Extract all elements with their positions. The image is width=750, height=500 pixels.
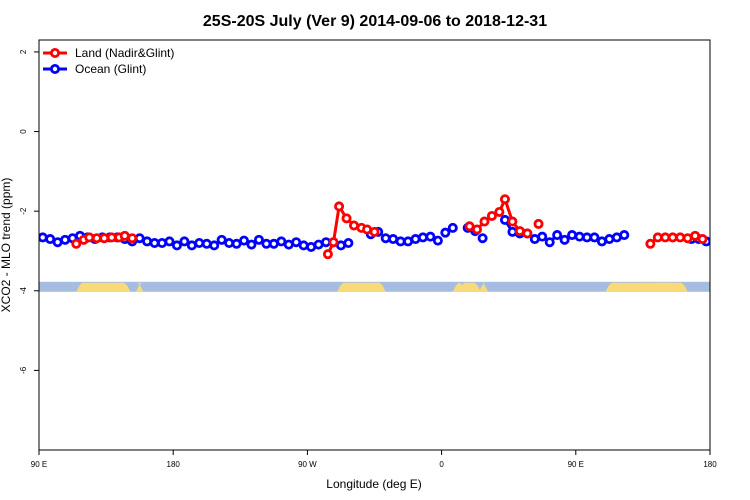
ocean-point <box>343 238 354 249</box>
ocean-point <box>552 230 563 241</box>
ocean-point <box>276 236 287 247</box>
legend: Land (Nadir&Glint) Ocean (Glint) <box>43 46 174 76</box>
ocean-point <box>201 238 212 249</box>
land-point <box>334 201 345 212</box>
land-point <box>486 210 497 221</box>
ocean-point <box>589 232 600 243</box>
land-point <box>479 216 490 227</box>
ocean-point <box>559 234 570 245</box>
land-point <box>499 194 510 205</box>
chart-title: 25S-20S July (Ver 9) 2014-09-06 to 2018-… <box>203 13 547 30</box>
legend-land-label: Land (Nadir&Glint) <box>75 46 174 60</box>
land-point <box>322 249 333 260</box>
legend-land-marker <box>50 48 61 59</box>
land-band-segment <box>76 282 131 292</box>
ocean-point <box>425 231 436 242</box>
land-band-segment <box>458 282 481 292</box>
land-point <box>341 213 352 224</box>
ocean-point <box>298 240 309 251</box>
ocean-point <box>432 235 443 246</box>
ocean-point <box>157 238 168 249</box>
ocean-point <box>179 236 190 247</box>
ocean-point <box>246 239 257 250</box>
ocean-point <box>45 234 56 245</box>
x-tick-label: 180 <box>703 460 717 469</box>
land-point <box>697 234 708 245</box>
land-point <box>127 233 138 244</box>
y-tick-label: -2 <box>19 207 28 215</box>
ocean-point <box>440 227 451 238</box>
y-tick-label: -4 <box>19 287 28 295</box>
land-band-segment <box>135 282 144 292</box>
land-point <box>71 238 82 249</box>
plot-frame <box>38 39 711 451</box>
land-band-segment <box>337 282 386 292</box>
ocean-point <box>447 222 458 233</box>
ocean-point <box>39 232 48 243</box>
legend-item-land: Land (Nadir&Glint) <box>43 46 174 60</box>
land-point <box>328 237 339 248</box>
ocean-point <box>544 237 555 248</box>
x-tick-label: 90 E <box>31 460 47 469</box>
ocean-point <box>718 239 725 246</box>
legend-ocean-label: Ocean (Glint) <box>75 62 146 76</box>
ocean-point <box>604 234 615 245</box>
ocean-point <box>410 234 421 245</box>
land-band-segment <box>478 282 489 292</box>
land-point <box>522 228 533 239</box>
ocean-point <box>171 240 182 251</box>
ocean-point <box>708 238 710 245</box>
x-tick-label: 180 <box>167 460 181 469</box>
legend-ocean-marker <box>50 64 61 75</box>
ocean-point <box>477 233 488 244</box>
ocean-point <box>619 230 630 241</box>
legend-item-ocean: Ocean (Glint) <box>43 62 146 76</box>
land-ocean-band <box>39 281 710 292</box>
ocean-point <box>291 237 302 248</box>
land-point <box>533 218 544 229</box>
ocean-point <box>725 237 732 244</box>
ocean-point <box>732 243 739 250</box>
x-tick-label: 0 <box>439 460 444 469</box>
ocean-point <box>231 238 242 249</box>
ocean-point <box>239 235 250 246</box>
land-point <box>472 224 483 235</box>
ocean-point <box>567 230 578 241</box>
y-tick-label: 2 <box>19 49 28 54</box>
series-layer <box>39 194 739 260</box>
ocean-point <box>209 240 220 251</box>
ocean-point <box>537 231 548 242</box>
y-axis-label: XCO2 - MLO trend (ppm) <box>0 178 13 313</box>
y-tick-label: -6 <box>19 366 28 374</box>
ocean-point <box>142 236 153 247</box>
land-point <box>645 238 656 249</box>
land-point <box>507 216 518 227</box>
land-band-segment <box>644 282 688 292</box>
ocean-point <box>499 214 510 225</box>
x-tick-label: 90 W <box>298 460 317 469</box>
y-axis: 2 0 -2 -4 -6 <box>19 49 39 374</box>
land-point <box>464 221 475 232</box>
ocean-point <box>60 234 71 245</box>
ocean-point <box>253 234 264 245</box>
y-tick-label: 0 <box>19 129 28 134</box>
ocean-point <box>164 236 175 247</box>
x-axis: 90 E 180 90 W 0 90 E 180 <box>31 450 717 469</box>
land-point <box>494 206 505 217</box>
x-axis-label: Longitude (deg E) <box>326 477 421 491</box>
land-point <box>690 230 701 241</box>
ocean-point <box>216 234 227 245</box>
x-tick-label: 90 E <box>568 460 584 469</box>
land-point <box>369 226 380 237</box>
